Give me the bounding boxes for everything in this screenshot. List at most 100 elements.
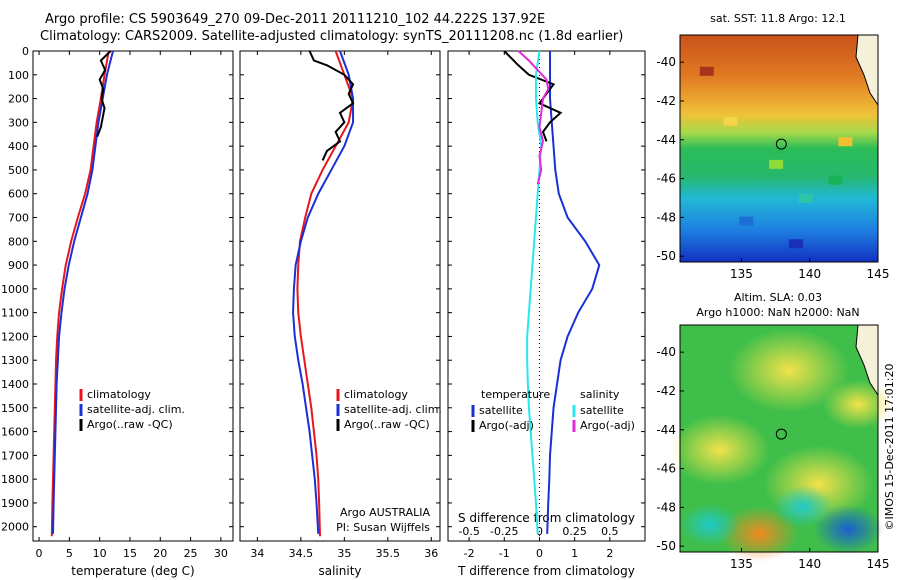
- x-tick-label: 35.5: [376, 547, 401, 560]
- series-line: [50, 50, 110, 537]
- y-tick-label: 1300: [1, 354, 29, 367]
- x-tick-label: 34.5: [289, 547, 314, 560]
- sla-map-title-1: Altim. SLA: 0.03: [734, 291, 822, 304]
- map-y-tick-label: -46: [656, 462, 676, 476]
- sst-map-title: sat. SST: 11.8 Argo: 12.1: [710, 12, 846, 25]
- x-tick-label: 5: [66, 547, 73, 560]
- x-axis-label-s: S difference from climatology: [458, 511, 635, 525]
- y-tick-label: 0: [22, 45, 29, 58]
- map-y-tick-label: -40: [656, 345, 676, 359]
- sst-pixel: [723, 116, 738, 126]
- map-x-tick-label: 135: [730, 557, 753, 571]
- sla-blob: [669, 414, 770, 485]
- y-tick-label: 700: [8, 212, 29, 225]
- plot-layer: 0100200300400500600700800900100011001200…: [1, 12, 896, 578]
- map-y-tick-label: -40: [656, 55, 676, 69]
- x-tick-label: 0: [36, 547, 43, 560]
- sla-blob: [728, 328, 849, 413]
- x-tick-label: 20: [153, 547, 167, 560]
- legend-label: climatology: [87, 388, 151, 401]
- y-tick-label: 1800: [1, 473, 29, 486]
- series-line: [308, 50, 355, 161]
- y-tick-label: 1500: [1, 402, 29, 415]
- map-x-tick-label: 140: [798, 557, 821, 571]
- x-tick-label: 1: [571, 547, 578, 560]
- sst-pixel: [769, 159, 784, 169]
- y-tick-label: 900: [8, 259, 29, 272]
- map-x-tick-label: 135: [730, 267, 753, 281]
- legend-label: satellite: [479, 404, 523, 417]
- sla-blob: [719, 505, 800, 562]
- chart-title-line1: Argo profile: CS 5903649_270 09-Dec-2011…: [45, 12, 546, 27]
- legend-label: satellite: [580, 404, 624, 417]
- x-tick-label: 35: [337, 547, 351, 560]
- x-tick-label-s: 0.25: [562, 525, 587, 538]
- x-tick-label: 15: [123, 547, 137, 560]
- y-tick-label: 200: [8, 93, 29, 106]
- y-tick-label: 1700: [1, 449, 29, 462]
- y-tick-label: 1400: [1, 378, 29, 391]
- y-tick-label: 400: [8, 140, 29, 153]
- y-tick-label: 500: [8, 164, 29, 177]
- y-tick-label: 1000: [1, 283, 29, 296]
- map-y-tick-label: -42: [656, 94, 676, 108]
- map-y-tick-label: -46: [656, 172, 676, 186]
- chart-title-line2: Climatology: CARS2009. Satellite-adjuste…: [40, 29, 624, 44]
- y-tick-label: 1900: [1, 497, 29, 510]
- map-y-tick-label: -48: [656, 500, 676, 514]
- annotation-text: Argo AUSTRALIA: [340, 506, 430, 519]
- y-tick-label: 600: [8, 188, 29, 201]
- x-tick-label-s: 0: [536, 525, 543, 538]
- x-tick-label: 36: [424, 547, 438, 560]
- annotation-text: PI: Susan Wijffels: [336, 521, 430, 534]
- y-tick-label: 100: [8, 69, 29, 82]
- panel-frame-temperature: [32, 50, 234, 542]
- y-tick-label: 300: [8, 116, 29, 129]
- sst-pixel: [739, 216, 754, 226]
- sla-map-title-2: Argo h1000: NaN h2000: NaN: [696, 306, 859, 319]
- panel-frame-salinity: [239, 50, 441, 542]
- legend-heading: temperature: [481, 388, 550, 401]
- legend-label: Argo(-adj): [479, 419, 534, 432]
- series-line: [96, 50, 112, 137]
- series-line: [526, 50, 543, 534]
- x-tick-label: 2: [606, 547, 613, 560]
- argo-position-marker: [775, 138, 787, 150]
- panel-frame-differences: [447, 50, 646, 542]
- copyright-footer: ©IMOS 15-Dec-2011 17:01:20: [883, 364, 896, 531]
- legend-label: Argo(..raw -QC): [87, 418, 173, 431]
- sst-pixel: [828, 175, 843, 185]
- x-tick-label: 34: [250, 547, 264, 560]
- sla-blob: [679, 503, 740, 546]
- x-tick-label: -2: [464, 547, 475, 560]
- y-tick-label: 1600: [1, 426, 29, 439]
- legend-heading: salinity: [580, 388, 620, 401]
- series-line: [546, 51, 601, 534]
- map-x-tick-label: 145: [867, 557, 890, 571]
- series-line: [52, 50, 114, 534]
- map-y-tick-label: -50: [656, 249, 676, 263]
- x-tick-label: 25: [184, 547, 198, 560]
- x-tick-label-s: 0.5: [601, 525, 619, 538]
- map-y-tick-label: -50: [656, 539, 676, 553]
- map-frame: [679, 34, 879, 263]
- x-tick-label-s: -0.5: [458, 525, 479, 538]
- x-tick-label: 30: [214, 547, 228, 560]
- x-axis-label: salinity: [318, 564, 361, 578]
- y-tick-label: 1200: [1, 330, 29, 343]
- x-tick-label: 10: [93, 547, 107, 560]
- legend-label: satellite-adj. clim.: [87, 403, 185, 416]
- y-tick-label: 800: [8, 235, 29, 248]
- map-y-tick-label: -44: [656, 423, 676, 437]
- sst-pixel: [699, 66, 714, 76]
- series-line: [517, 50, 550, 185]
- x-axis-label: temperature (deg C): [71, 564, 194, 578]
- series-line: [296, 50, 355, 537]
- sst-pixel: [798, 193, 813, 203]
- y-tick-label: 1100: [1, 307, 29, 320]
- x-tick-label: -1: [499, 547, 510, 560]
- map-frame: [679, 324, 879, 553]
- x-axis-label: T difference from climatology: [457, 564, 635, 578]
- map-y-tick-label: -44: [656, 133, 676, 147]
